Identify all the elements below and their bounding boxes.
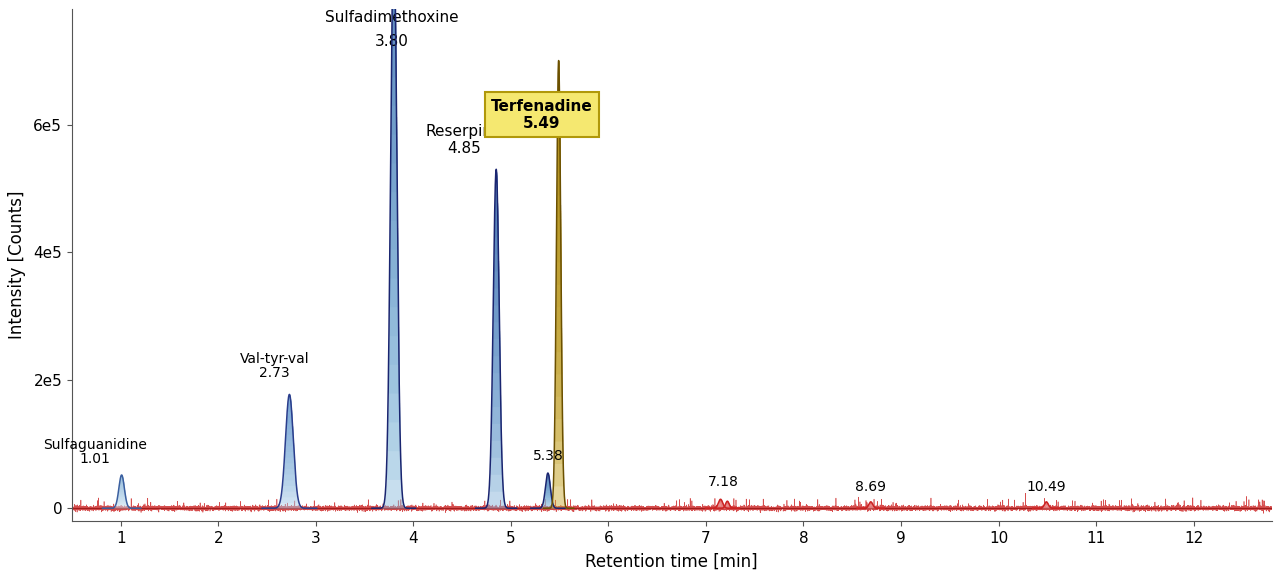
Text: 3.80: 3.80 — [375, 34, 408, 49]
Text: Reserpine: Reserpine — [426, 123, 502, 138]
Y-axis label: Intensity [Counts]: Intensity [Counts] — [9, 191, 27, 339]
Text: Sulfaguanidine: Sulfaguanidine — [44, 438, 147, 452]
Text: 8.69: 8.69 — [855, 480, 886, 494]
Text: 5.38: 5.38 — [532, 449, 563, 463]
Text: 7.18: 7.18 — [708, 475, 739, 489]
X-axis label: Retention time [min]: Retention time [min] — [585, 553, 758, 571]
Text: 4.85: 4.85 — [447, 141, 481, 156]
Text: Val-tyr-val: Val-tyr-val — [239, 352, 310, 367]
Text: Terfenadine
5.49: Terfenadine 5.49 — [492, 98, 593, 131]
Text: Sulfadimethoxine: Sulfadimethoxine — [325, 10, 458, 25]
Text: 1.01: 1.01 — [79, 452, 111, 466]
Text: 10.49: 10.49 — [1027, 480, 1066, 494]
Text: 2.73: 2.73 — [260, 367, 291, 380]
